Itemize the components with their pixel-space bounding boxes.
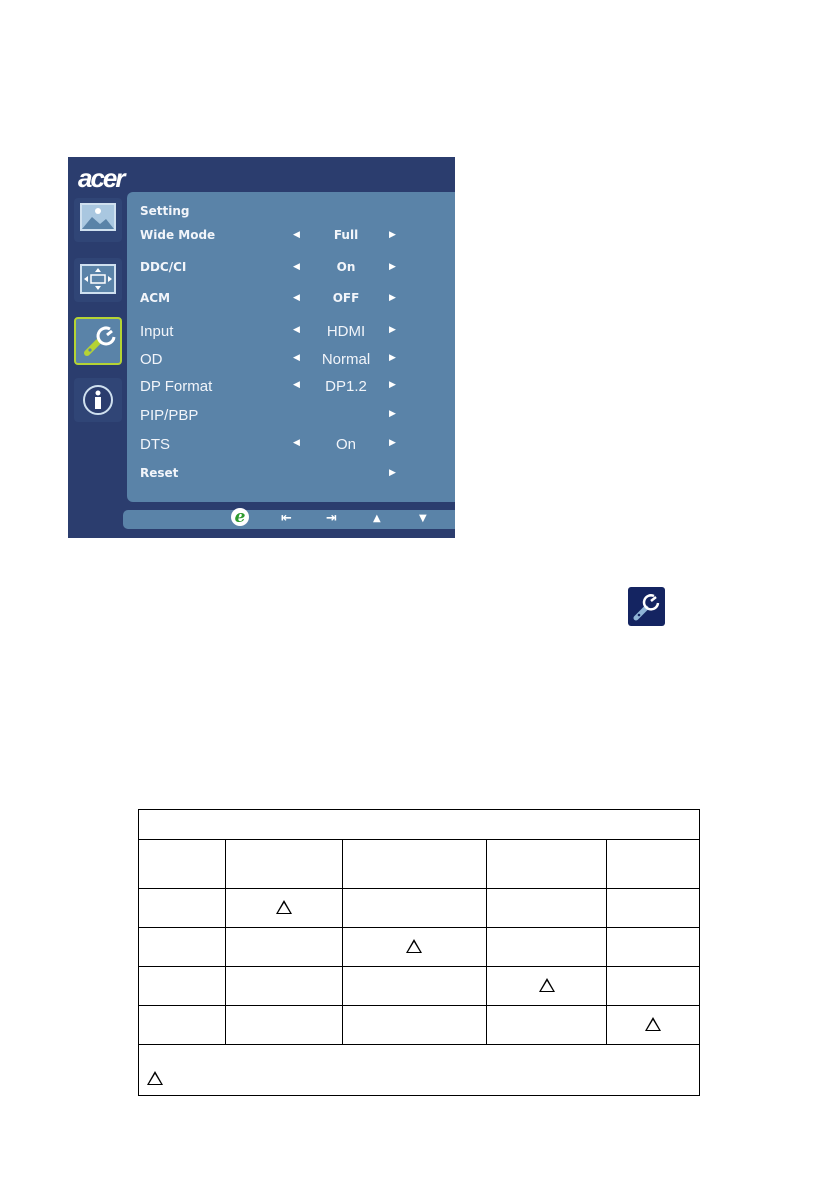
exit-icon[interactable]: ⇤	[281, 511, 292, 526]
right-arrow-icon[interactable]: ▶	[389, 438, 396, 448]
left-arrow-icon[interactable]: ◀	[293, 438, 300, 448]
menu-item-wide-mode[interactable]: Wide Mode ◀ Full ▶	[127, 228, 455, 248]
menu-item-label: OD	[140, 351, 163, 368]
enter-icon[interactable]: ⇥	[326, 511, 337, 526]
right-arrow-icon[interactable]: ▶	[389, 262, 396, 272]
left-arrow-icon[interactable]: ◀	[293, 325, 300, 335]
menu-item-label: Reset	[140, 466, 179, 480]
wrench-settings-icon	[628, 587, 665, 626]
menu-item-value: OFF	[332, 291, 360, 305]
menu-title: Setting	[140, 204, 190, 218]
menu-item-value: Full	[333, 228, 359, 242]
osd-menu: acer Setting Wide Mode ◀ Full ▶ DDC/CI ◀ On ▶ AC…	[68, 157, 455, 538]
wrench-settings-icon	[84, 326, 116, 356]
menu-item-input[interactable]: Input ◀ HDMI ▶	[127, 323, 455, 343]
menu-item-dts[interactable]: DTS ◀ On ▶	[127, 436, 455, 456]
menu-item-label: Input	[140, 323, 174, 340]
menu-item-label: Wide Mode	[140, 228, 216, 242]
menu-item-value: On	[335, 436, 356, 453]
right-arrow-icon[interactable]: ▶	[389, 230, 396, 240]
triangle-mark	[275, 899, 292, 914]
menu-item-label: ACM	[140, 291, 171, 305]
right-arrow-icon[interactable]: ▶	[389, 325, 396, 335]
menu-item-od[interactable]: OD ◀ Normal ▶	[127, 351, 455, 371]
table-header-cell	[138, 809, 700, 840]
menu-item-reset[interactable]: Reset ▶	[127, 466, 455, 486]
right-arrow-icon[interactable]: ▶	[389, 468, 396, 478]
right-arrow-icon[interactable]: ▶	[389, 353, 396, 363]
picture-icon	[80, 203, 116, 231]
right-arrow-icon[interactable]: ▶	[389, 380, 396, 390]
sidebar-info[interactable]	[74, 378, 122, 422]
menu-item-pip-pbp[interactable]: PIP/PBP ▶	[127, 407, 455, 427]
settings-panel: Setting Wide Mode ◀ Full ▶ DDC/CI ◀ On ▶ ACM ◀ OFF…	[127, 192, 455, 502]
triangle-mark	[147, 1071, 163, 1085]
sidebar-picture[interactable]	[74, 198, 122, 242]
menu-item-value: Normal	[321, 351, 371, 368]
triangle-mark	[406, 938, 423, 953]
menu-item-label: PIP/PBP	[140, 407, 199, 424]
table	[138, 809, 701, 1096]
info-icon	[83, 385, 113, 415]
menu-item-value: DP1.2	[325, 378, 367, 395]
menu-item-value: On	[336, 260, 356, 274]
e-mode-icon[interactable]: e	[231, 508, 249, 526]
button-bar: e ⇤ ⇥ ▲ ▼	[123, 508, 455, 529]
acer-logo: acer	[78, 163, 125, 193]
left-arrow-icon[interactable]: ◀	[293, 380, 300, 390]
menu-item-label: DTS	[140, 436, 170, 453]
menu-item-label: DP Format	[140, 378, 213, 395]
left-arrow-icon[interactable]: ◀	[293, 230, 300, 240]
menu-item-label: DDC/CI	[140, 260, 187, 274]
display-position-icon	[80, 264, 116, 294]
right-arrow-icon[interactable]: ▶	[389, 409, 396, 419]
left-arrow-icon[interactable]: ◀	[293, 293, 300, 303]
menu-item-acm[interactable]: ACM ◀ OFF ▶	[127, 291, 455, 311]
menu-item-ddc-ci[interactable]: DDC/CI ◀ On ▶	[127, 260, 455, 280]
menu-item-value: HDMI	[326, 323, 366, 340]
left-arrow-icon[interactable]: ◀	[293, 353, 300, 363]
triangle-mark	[644, 1016, 661, 1031]
down-arrow-icon[interactable]: ▼	[419, 513, 427, 524]
left-arrow-icon[interactable]: ◀	[293, 262, 300, 272]
sidebar-settings[interactable]	[74, 317, 122, 365]
triangle-mark	[538, 977, 555, 992]
menu-item-dp-format[interactable]: DP Format ◀ DP1.2 ▶	[127, 378, 455, 398]
up-arrow-icon[interactable]: ▲	[373, 513, 381, 524]
right-arrow-icon[interactable]: ▶	[389, 293, 396, 303]
sidebar-display[interactable]	[74, 258, 122, 302]
